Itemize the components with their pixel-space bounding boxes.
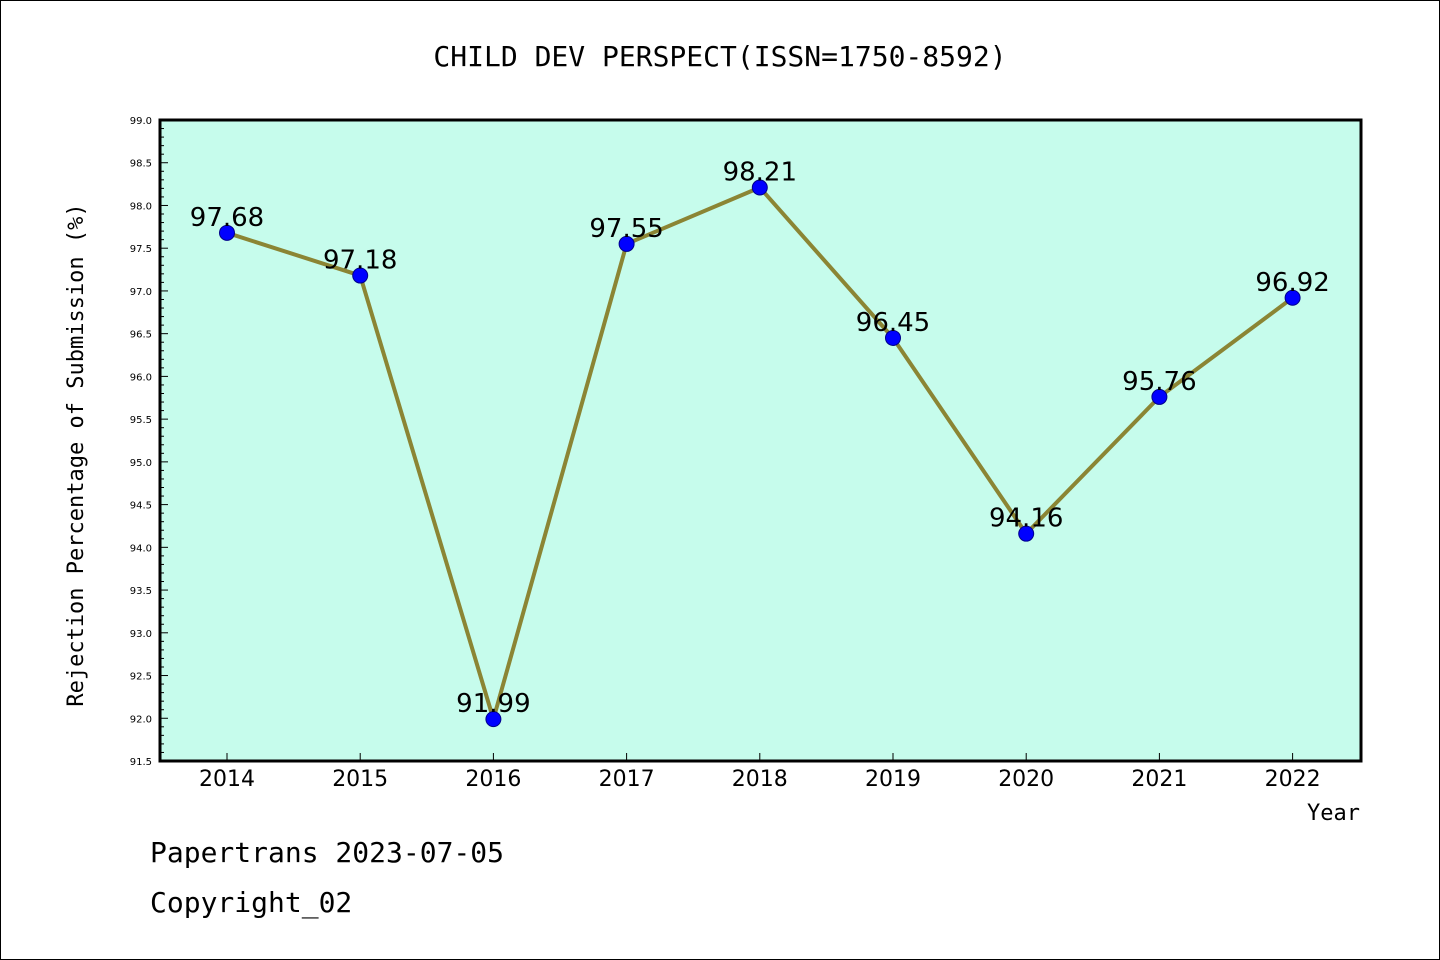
data-point-marker — [751, 179, 768, 196]
y-axis: 91.5 92.0 92.5 93.0 93.5 94.0 94.5 95.0 95.5 96.0… — [130, 116, 168, 768]
x-tick-label: 2016 — [465, 767, 521, 792]
plot-area — [158, 118, 1363, 763]
y-tick-label: 95.0 — [130, 458, 152, 469]
y-tick-label: 96.5 — [130, 330, 152, 341]
data-point-marker — [885, 329, 901, 346]
data-label: 97.55 — [589, 214, 663, 244]
y-tick-label: 97.0 — [130, 287, 152, 298]
x-tick-label: 2019 — [865, 767, 921, 792]
x-tick-label: 2017 — [599, 767, 655, 792]
data-point-marker — [219, 224, 235, 241]
x-tick-label: 2015 — [332, 767, 388, 792]
y-tick-label: 98.0 — [130, 201, 152, 212]
data-label: 97.68 — [190, 203, 264, 233]
x-tick-label: 2018 — [732, 767, 788, 792]
data-point-marker — [485, 711, 502, 728]
data-point-marker — [1018, 525, 1035, 542]
y-tick-label: 95.5 — [130, 415, 152, 426]
y-tick-label: 97.5 — [130, 244, 152, 255]
footer-copyright-line: Copyright_02 — [150, 886, 353, 919]
footer-date-line: Papertrans 2023-07-05 — [150, 836, 505, 869]
y-tick-label: 93.0 — [130, 629, 152, 640]
x-tick-label: 2020 — [998, 767, 1054, 792]
data-label: 97.18 — [323, 246, 397, 276]
y-axis-label: Rejection Percentage of Submission (%) — [64, 203, 89, 706]
data-point-marker — [352, 267, 369, 284]
data-labels: 97.68 97.18 91.99 97.55 98.21 96.45 94.16 95.76… — [190, 158, 1330, 720]
data-label: 91.99 — [456, 689, 530, 719]
data-point-marker — [1151, 388, 1168, 405]
y-tick-label: 93.5 — [130, 586, 152, 597]
y-tick-label: 98.5 — [130, 159, 152, 170]
y-tick-label: 92.5 — [130, 672, 152, 683]
series-markers — [219, 179, 1301, 728]
data-label: 95.76 — [1122, 367, 1196, 397]
chart-title: CHILD DEV PERSPECT(ISSN=1750-8592) — [433, 40, 1006, 73]
y-tick-label: 96.0 — [130, 372, 152, 383]
data-label: 96.45 — [856, 308, 930, 338]
data-point-marker — [618, 235, 635, 252]
data-label: 94.16 — [989, 504, 1063, 534]
x-tick-label: 2014 — [199, 767, 255, 792]
x-axis: 2014 2015 2016 2017 2018 2019 2020 2021 2022 — [199, 753, 1321, 792]
data-label: 96.92 — [1255, 268, 1329, 298]
y-tick-label: 92.0 — [130, 714, 152, 725]
x-tick-label: 2021 — [1131, 767, 1187, 792]
data-label: 98.21 — [723, 158, 797, 188]
x-tick-label: 2022 — [1265, 767, 1321, 792]
y-tick-label: 94.5 — [130, 501, 152, 512]
x-axis-label: Year — [1307, 801, 1360, 826]
y-tick-label: 99.0 — [130, 116, 152, 127]
y-tick-label: 94.0 — [130, 543, 152, 554]
y-tick-label: 91.5 — [130, 757, 152, 768]
data-point-marker — [1284, 289, 1301, 306]
